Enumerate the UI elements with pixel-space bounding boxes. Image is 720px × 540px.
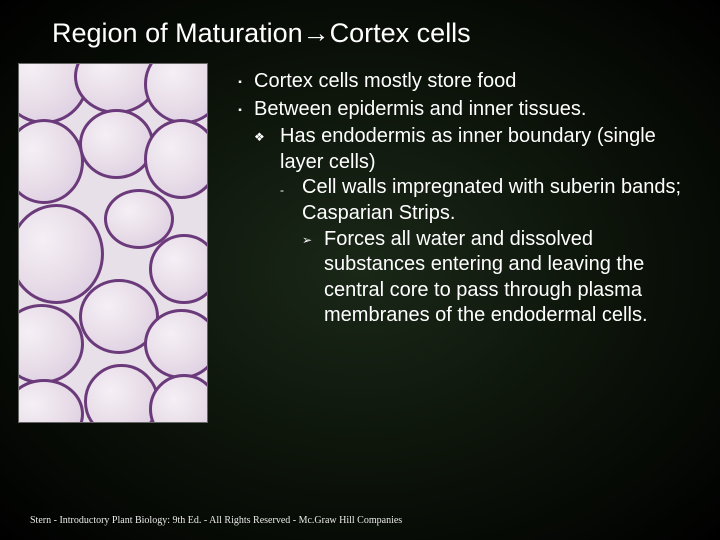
text-fragment: Cell walls impregnated with suberin band… — [302, 176, 681, 198]
content-row: ▪ Cortex cells mostly store food ▪ Betwe… — [30, 63, 690, 423]
bullet-text: Cortex cells mostly store food — [254, 69, 516, 95]
bullet-level4: ➢ Forces all water and dissolved substan… — [302, 227, 690, 329]
bullet-dash-icon: - — [280, 175, 302, 226]
bullet-text-column: ▪ Cortex cells mostly store food ▪ Betwe… — [226, 63, 690, 329]
text-fragment: . — [450, 202, 456, 224]
slide-title: Region of Maturation→Cortex cells — [52, 18, 690, 49]
highlight-term: Casparian Strips — [302, 202, 450, 224]
bullet-level3: - Cell walls impregnated with suberin ba… — [280, 175, 690, 226]
bullet-text: Between epidermis and inner tissues. — [254, 97, 586, 123]
bullet-text: Forces all water and dissolved substance… — [324, 227, 690, 329]
micrograph-image — [18, 63, 208, 423]
bullet-diamond-icon: ❖ — [254, 124, 280, 175]
bullet-triangle-icon: ➢ — [302, 227, 324, 329]
slide: Region of Maturation→Cortex cells ▪ Cort… — [0, 0, 720, 540]
text-fragment: Has — [280, 125, 321, 147]
bullet-level1: ▪ Cortex cells mostly store food — [226, 69, 690, 95]
bullet-text: Has endodermis as inner boundary (single… — [280, 124, 690, 175]
highlight-term: endodermis — [321, 125, 426, 147]
bullet-square-icon: ▪ — [226, 69, 254, 95]
bullet-level1: ▪ Between epidermis and inner tissues. — [226, 97, 690, 123]
bullet-square-icon: ▪ — [226, 97, 254, 123]
bullet-text: Cell walls impregnated with suberin band… — [302, 175, 690, 226]
footer-citation: Stern - Introductory Plant Biology: 9th … — [30, 515, 690, 526]
bullet-level2: ❖ Has endodermis as inner boundary (sing… — [254, 124, 690, 175]
